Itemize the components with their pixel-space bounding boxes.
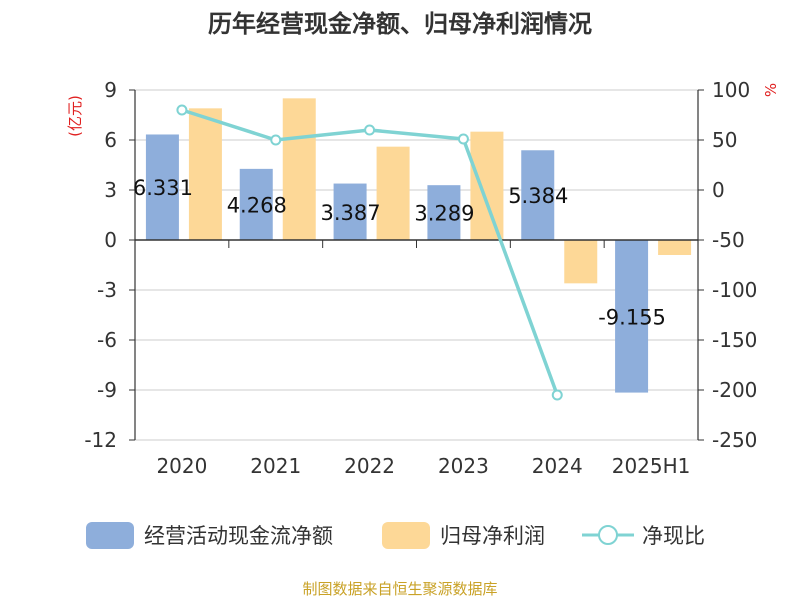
cashflow-bar [615, 240, 649, 393]
right-tick-label: -250 [712, 428, 757, 452]
x-tick-label: 2023 [438, 454, 489, 478]
axes [129, 89, 704, 441]
profit-bar [282, 98, 316, 240]
cashflow-data-label: 4.268 [227, 193, 287, 217]
ratio-point [176, 104, 188, 116]
tick-labels: 9 6 3 0 -3 -6 -9 -12 100 50 0 -50 -100 -150 -200 -250 20… [84, 78, 757, 478]
x-tick-label: 2021 [250, 454, 301, 478]
profit-bar [470, 131, 504, 240]
cashflow-data-label: 6.331 [133, 176, 193, 200]
ratio-line [176, 104, 563, 401]
legend-swatch-cashflow [86, 522, 134, 549]
cashflow-data-label: 3.289 [414, 202, 474, 226]
x-tick-label: 2020 [156, 454, 207, 478]
cashflow-bar [145, 134, 179, 240]
cashflow-bar [239, 168, 273, 240]
data-labels: 6.331 4.268 3.387 3.289 5.384 -9.155 [133, 176, 666, 329]
ratio-point [457, 133, 469, 145]
chart-title: 历年经营现金净额、归母净利润情况 [208, 10, 592, 38]
legend-label-profit: 归母净利润 [440, 524, 545, 548]
profit-bar [658, 240, 692, 255]
cashflow-bar [521, 150, 555, 240]
left-tick-label: 9 [104, 78, 117, 102]
right-tick-label: -150 [712, 328, 757, 352]
ratio-point [270, 134, 282, 146]
left-tick-label: -9 [97, 378, 117, 402]
cashflow-data-label: 5.384 [508, 184, 568, 208]
x-tick-label: 2025H1 [612, 454, 691, 478]
left-tick-label: 3 [104, 178, 117, 202]
left-tick-label: 0 [104, 228, 117, 252]
right-tick-label: 50 [712, 128, 737, 152]
bars [145, 98, 692, 393]
legend-swatch-profit [382, 522, 430, 549]
left-tick-label: -12 [84, 428, 117, 452]
ratio-point [551, 389, 563, 401]
right-axis-unit: % [762, 83, 780, 97]
source-note: 制图数据来自恒生聚源数据库 [302, 580, 497, 598]
legend-label-ratio: 净现比 [642, 524, 705, 548]
legend: 经营活动现金流净额 归母净利润 净现比 [86, 522, 705, 549]
left-axis-unit: (亿元) [66, 95, 84, 137]
x-tick-label: 2022 [344, 454, 395, 478]
right-tick-label: -200 [712, 378, 757, 402]
cashflow-bar [427, 185, 461, 240]
ratio-point [364, 124, 376, 136]
left-tick-label: -6 [97, 328, 117, 352]
cashflow-bar [333, 183, 367, 240]
legend-swatch-ratio-marker [598, 525, 618, 545]
left-tick-label: 6 [104, 128, 117, 152]
legend-label-cashflow: 经营活动现金流净额 [144, 524, 333, 548]
left-tick-label: -3 [97, 278, 117, 302]
gridlines [135, 89, 698, 441]
right-tick-label: -50 [712, 228, 745, 252]
right-tick-label: 0 [712, 178, 725, 202]
profit-bar [376, 146, 410, 240]
right-tick-label: -100 [712, 278, 757, 302]
cashflow-data-label: 3.387 [321, 201, 381, 225]
cashflow-data-label: -9.155 [598, 305, 666, 329]
right-tick-label: 100 [712, 78, 750, 102]
profit-bar [188, 108, 222, 240]
x-tick-label: 2024 [532, 454, 583, 478]
profit-bar [564, 240, 598, 284]
